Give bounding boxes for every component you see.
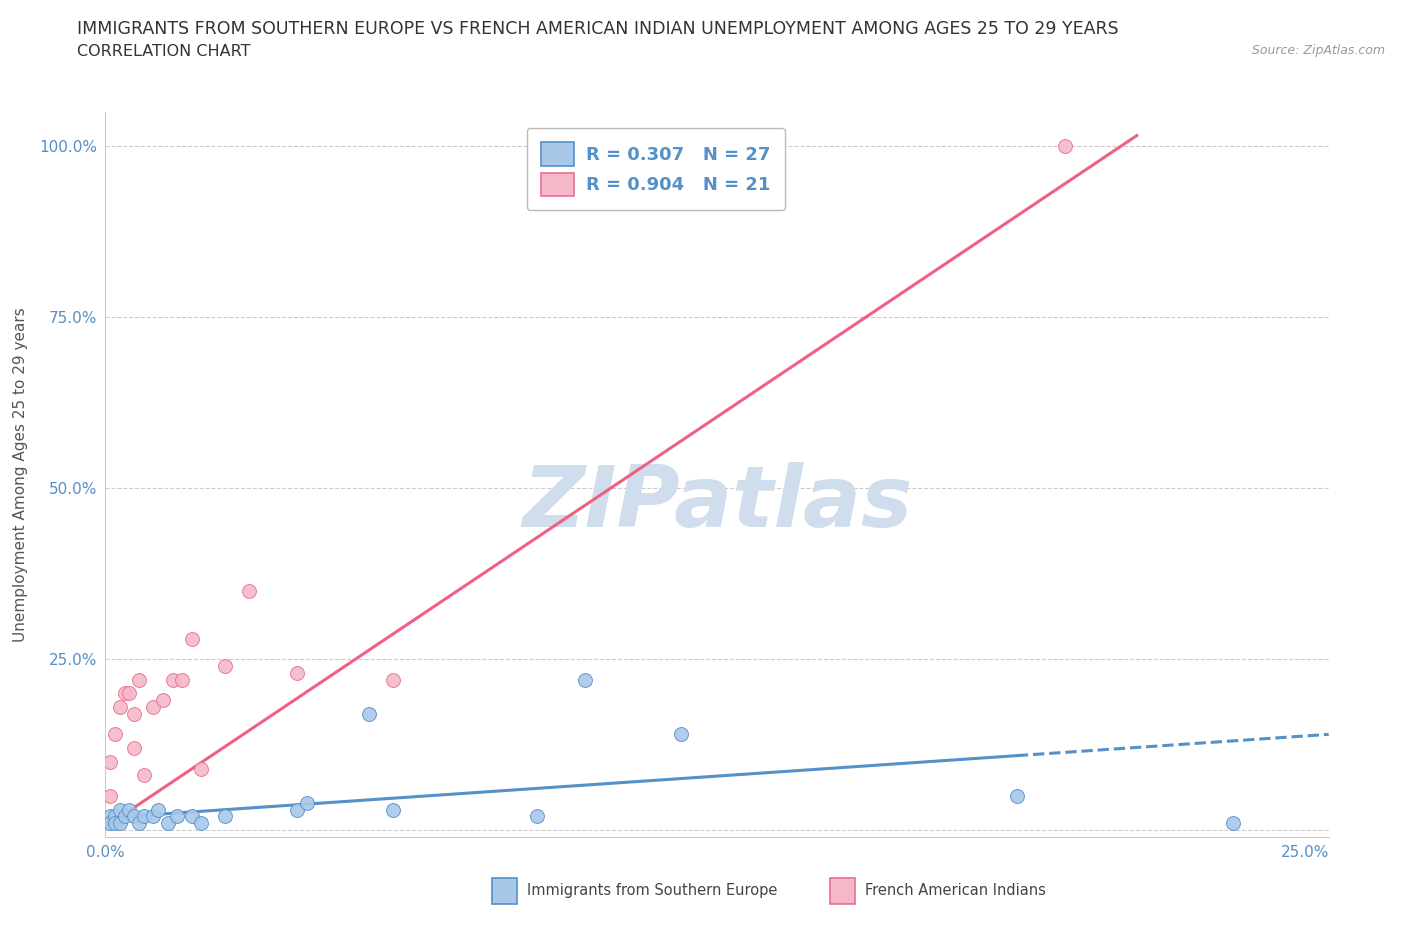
- Point: [128, 672, 150, 687]
- Point: [122, 740, 145, 755]
- Text: ZIPatlas: ZIPatlas: [522, 462, 912, 545]
- Point: [98, 809, 121, 824]
- Point: [152, 693, 174, 708]
- Point: [132, 768, 155, 783]
- Point: [122, 809, 145, 824]
- Text: CORRELATION CHART: CORRELATION CHART: [77, 44, 250, 59]
- Point: [98, 754, 121, 769]
- Point: [114, 685, 136, 700]
- Point: [180, 631, 202, 646]
- Point: [359, 707, 381, 722]
- Point: [172, 672, 194, 687]
- Point: [1005, 789, 1028, 804]
- Text: Immigrants from Southern Europe: Immigrants from Southern Europe: [527, 884, 778, 898]
- Text: IMMIGRANTS FROM SOUTHERN EUROPE VS FRENCH AMERICAN INDIAN UNEMPLOYMENT AMONG AGE: IMMIGRANTS FROM SOUTHERN EUROPE VS FRENC…: [77, 20, 1119, 38]
- Point: [104, 809, 127, 824]
- Point: [118, 803, 141, 817]
- Point: [104, 816, 127, 830]
- Point: [108, 816, 131, 830]
- Point: [104, 727, 127, 742]
- Point: [122, 707, 145, 722]
- Point: [156, 816, 179, 830]
- Point: [382, 672, 405, 687]
- Legend: R = 0.307   N = 27, R = 0.904   N = 21: R = 0.307 N = 27, R = 0.904 N = 21: [527, 128, 785, 210]
- Point: [142, 699, 165, 714]
- Point: [162, 672, 184, 687]
- Point: [108, 803, 131, 817]
- Point: [190, 816, 212, 830]
- Point: [148, 803, 170, 817]
- Point: [238, 583, 260, 598]
- Point: [128, 816, 150, 830]
- Point: [114, 809, 136, 824]
- Point: [1222, 816, 1244, 830]
- Text: French American Indians: French American Indians: [865, 884, 1046, 898]
- Point: [214, 809, 236, 824]
- Point: [118, 685, 141, 700]
- Point: [285, 803, 308, 817]
- Point: [214, 658, 236, 673]
- Point: [98, 789, 121, 804]
- Point: [574, 672, 596, 687]
- Point: [190, 761, 212, 776]
- Point: [669, 727, 692, 742]
- Point: [132, 809, 155, 824]
- Point: [180, 809, 202, 824]
- Point: [1053, 139, 1076, 153]
- Point: [285, 665, 308, 680]
- Point: [295, 795, 318, 810]
- Point: [108, 699, 131, 714]
- Point: [382, 803, 405, 817]
- Y-axis label: Unemployment Among Ages 25 to 29 years: Unemployment Among Ages 25 to 29 years: [13, 307, 28, 642]
- Point: [526, 809, 548, 824]
- Point: [166, 809, 188, 824]
- Point: [98, 816, 121, 830]
- Point: [142, 809, 165, 824]
- Text: Source: ZipAtlas.com: Source: ZipAtlas.com: [1251, 44, 1385, 57]
